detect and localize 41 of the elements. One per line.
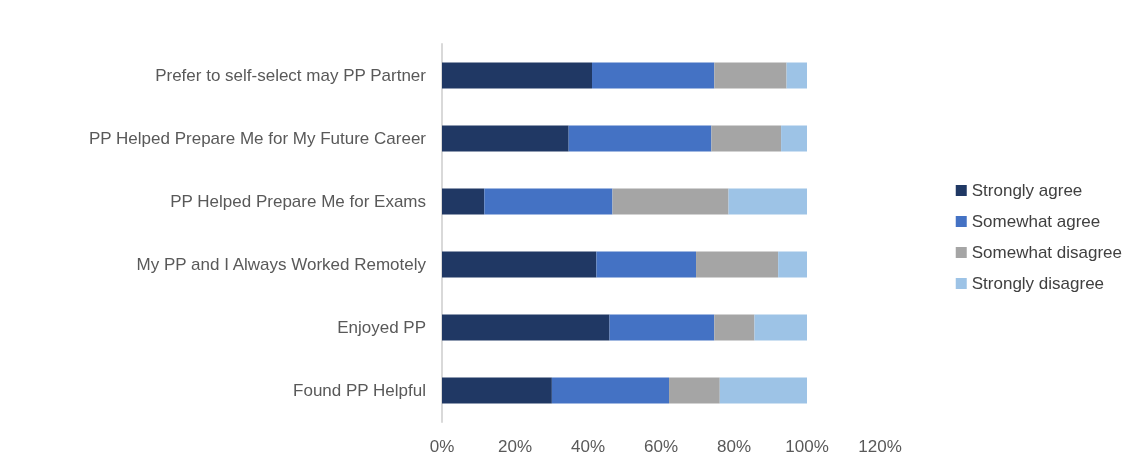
y-tick-label: PP Helped Prepare Me for My Future Career: [89, 129, 427, 148]
x-tick-label: 60%: [643, 437, 679, 456]
legend-label: Strongly disagree: [971, 274, 1105, 293]
y-tick-label: Found PP Helpful: [293, 381, 426, 400]
bar: [609, 314, 715, 341]
x-tick-label: 40%: [570, 437, 606, 456]
bar: [568, 125, 712, 152]
bar: [442, 188, 485, 215]
bar: [781, 125, 807, 152]
legend-label: Somewhat disagree: [971, 243, 1123, 262]
y-tick-label: Prefer to self-select may PP Partner: [155, 66, 427, 85]
bar: [551, 377, 670, 404]
bar: [786, 62, 807, 89]
y-tick-label: PP Helped Prepare Me for Exams: [170, 192, 426, 211]
bar: [592, 62, 715, 89]
legend-label: Strongly agree: [971, 181, 1083, 200]
bar: [442, 251, 597, 278]
bar: [596, 251, 697, 278]
x-tick-label: 120%: [858, 437, 902, 456]
bar: [442, 314, 610, 341]
bar: [714, 62, 787, 89]
bar: [612, 188, 729, 215]
bar: [778, 251, 807, 278]
bar: [669, 377, 720, 404]
bar: [484, 188, 613, 215]
y-tick-label: Enjoyed PP: [337, 318, 426, 337]
x-tick-label: 0%: [429, 437, 455, 456]
x-tick-label: 20%: [497, 437, 533, 456]
bar: [442, 377, 552, 404]
x-tick-label: 80%: [716, 437, 752, 456]
bar: [442, 62, 593, 89]
bar: [714, 314, 755, 341]
y-tick-label: My PP and I Always Worked Remotely: [136, 255, 427, 274]
bar: [728, 188, 807, 215]
bar: [711, 125, 782, 152]
bar: [719, 377, 807, 404]
legend-label: Somewhat agree: [971, 212, 1101, 231]
bar: [696, 251, 779, 278]
bar: [754, 314, 807, 341]
bar: [442, 125, 569, 152]
x-tick-label: 100%: [785, 437, 829, 456]
